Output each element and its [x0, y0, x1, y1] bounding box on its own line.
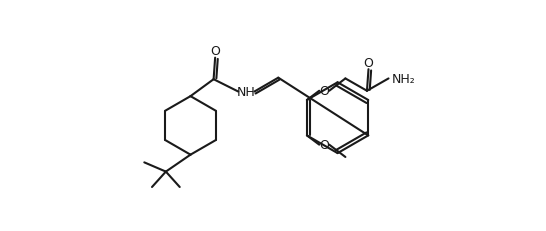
Text: O: O [319, 85, 329, 98]
Text: O: O [210, 45, 220, 58]
Text: NH: NH [236, 86, 256, 99]
Text: NH₂: NH₂ [391, 73, 416, 85]
Text: O: O [319, 139, 329, 152]
Text: O: O [364, 57, 373, 70]
